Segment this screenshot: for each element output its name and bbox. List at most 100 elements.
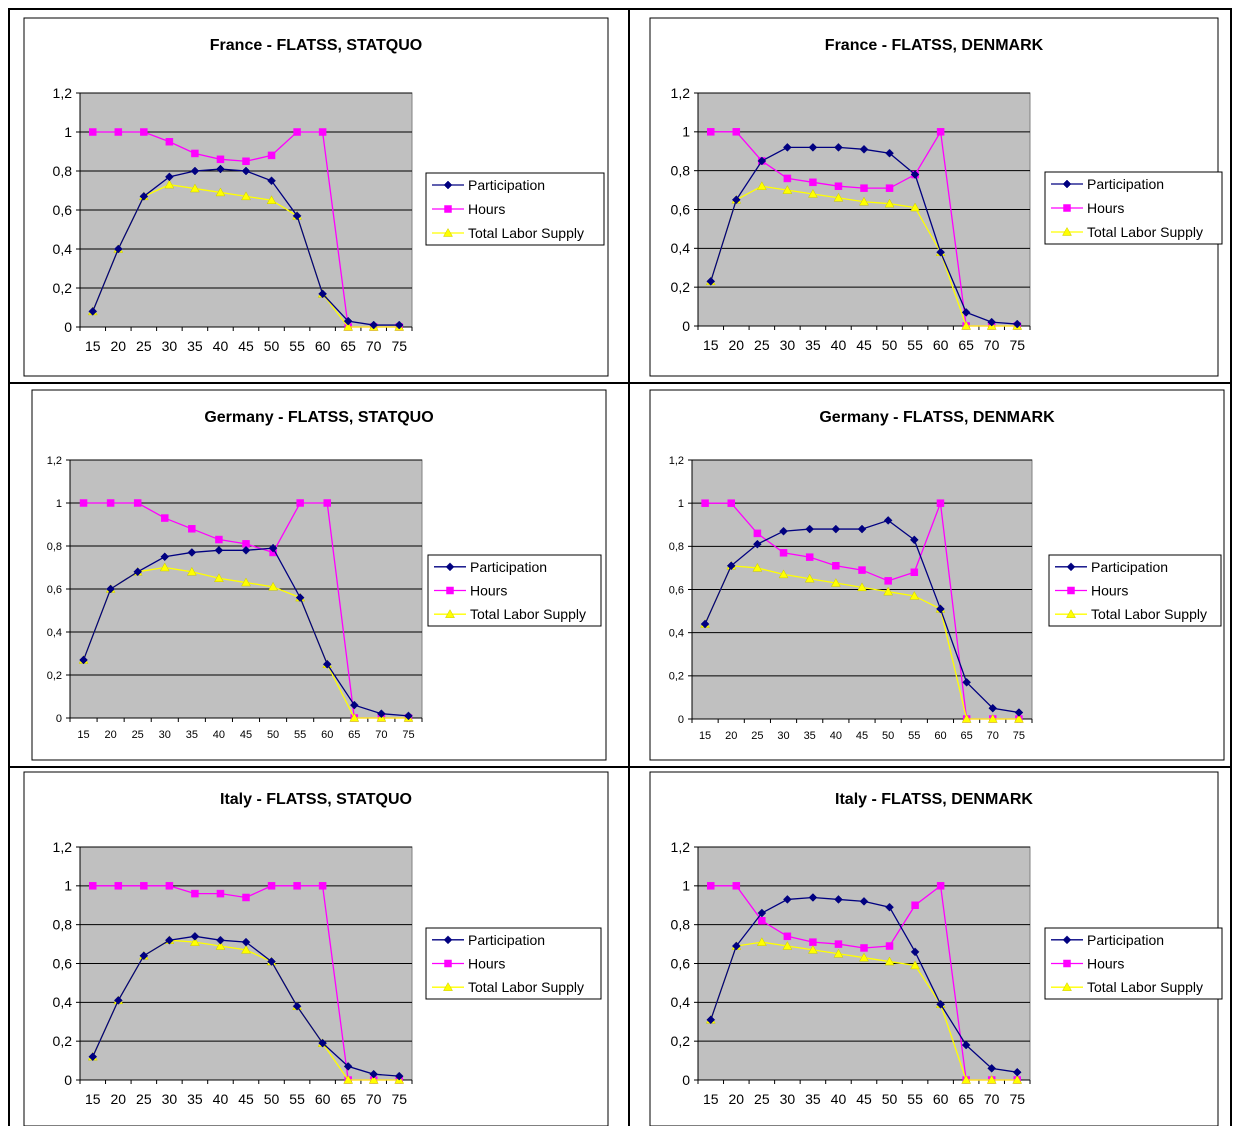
x-tick-label: 50 [264,1091,280,1107]
y-tick-label: 0 [56,713,62,725]
y-tick-label: 1 [64,878,72,894]
y-tick-label: 0,6 [53,955,73,971]
point-hours [89,128,97,136]
y-tick-label: 0,4 [53,994,73,1010]
legend-label-total_labor_supply: Total Labor Supply [1087,224,1203,240]
x-tick-label: 75 [391,338,407,354]
point-total_labor_supply [804,573,815,583]
x-tick-label: 15 [85,338,101,354]
point-total_labor_supply [241,944,251,954]
legend-marker-participation [1062,935,1072,945]
point-hours [936,882,945,890]
x-tick-label: 50 [267,729,279,741]
point-hours [727,499,735,507]
chart-title: Germany - FLATSS, DENMARK [819,409,1055,426]
x-tick-label: 45 [856,1091,872,1107]
point-hours [215,535,223,544]
y-tick-label: 0,6 [53,202,73,218]
point-participation [241,166,251,176]
point-participation [859,897,869,906]
point-participation [783,143,792,152]
y-tick-label: 0 [682,318,690,334]
point-hours [293,128,301,136]
chart-3: Germany - FLATSS, STATQUO 0 0,2 0,4 0,6 0,8 1 1… [31,389,607,761]
table-divider-row-1 [8,382,1232,384]
legend-label-total_labor_supply: Total Labor Supply [468,225,584,241]
legend-marker-participation [1062,179,1072,189]
point-hours [707,128,715,136]
chart-6: Italy - FLATSS, DENMARK 0 0,2 0,4 0,6 0,8 1 1,2… [649,771,1223,1126]
point-total_labor_supply [910,960,921,970]
point-participation [214,545,224,555]
x-tick-label: 50 [882,730,894,742]
point-hours [753,529,762,538]
point-participation [706,1015,716,1025]
point-hours [140,128,148,136]
x-tick-label: 25 [136,338,152,354]
point-hours [191,889,199,898]
x-tick-label: 65 [958,337,974,353]
chart-title: France - FLATSS, DENMARK [825,37,1044,54]
point-participation [961,308,971,317]
x-tick-label: 60 [933,337,949,353]
x-tick-label: 45 [856,730,868,742]
x-tick-label: 30 [159,729,171,741]
x-tick-label: 40 [831,337,847,353]
point-participation [883,516,893,525]
point-participation [267,176,276,186]
point-participation [139,951,149,961]
y-tick-label: 0,8 [53,163,73,179]
x-tick-label: 20 [725,730,737,742]
point-total_labor_supply [857,582,867,592]
x-tick-label: 55 [289,1091,305,1107]
y-tick-label: 0,8 [671,163,691,179]
point-hours [216,889,225,898]
legend-label-total_labor_supply: Total Labor Supply [468,979,584,995]
legend-label-participation: Participation [1091,559,1168,575]
x-tick-label: 45 [240,729,252,741]
point-total_labor_supply [986,1074,997,1084]
point-participation [834,895,843,904]
x-tick-label: 65 [958,1091,974,1107]
y-tick-label: 1 [64,124,72,140]
point-participation [318,289,327,299]
point-participation [113,996,123,1005]
y-tick-label: 0 [682,1072,690,1088]
point-hours [89,882,97,890]
point-participation [700,619,710,629]
point-total_labor_supply [368,1074,379,1084]
y-tick-label: 0,6 [671,955,691,971]
point-participation [349,700,359,710]
point-hours [165,882,174,890]
point-hours [809,938,817,946]
point-participation [369,320,379,330]
legend-marker-total_labor_supply [443,982,453,991]
point-hours [707,882,715,890]
x-tick-label: 45 [238,338,254,354]
point-hours [106,499,115,507]
point-participation [343,316,353,326]
point-participation [165,935,174,945]
point-total_labor_supply [186,566,197,576]
point-participation [343,1062,353,1071]
x-tick-label: 25 [132,729,144,741]
chart-title: Italy - FLATSS, DENMARK [835,791,1033,808]
legend-label-total_labor_supply: Total Labor Supply [470,606,586,622]
y-tick-label: 0,8 [47,541,62,553]
x-tick-label: 75 [1009,1091,1025,1107]
y-tick-label: 1 [682,124,690,140]
point-participation [190,166,200,176]
x-tick-label: 40 [213,1091,229,1107]
point-hours [701,499,709,507]
point-participation [962,677,971,687]
point-total_labor_supply [859,196,869,206]
y-tick-label: 0,4 [671,994,691,1010]
x-tick-label: 70 [375,729,387,741]
point-participation [88,307,98,316]
chart-4: Germany - FLATSS, DENMARK 0 0,2 0,4 0,6 0,8 1 1… [649,389,1225,761]
x-tick-label: 25 [754,337,770,353]
point-participation [885,902,894,912]
point-total_labor_supply [752,562,763,572]
point-hours [140,882,148,890]
